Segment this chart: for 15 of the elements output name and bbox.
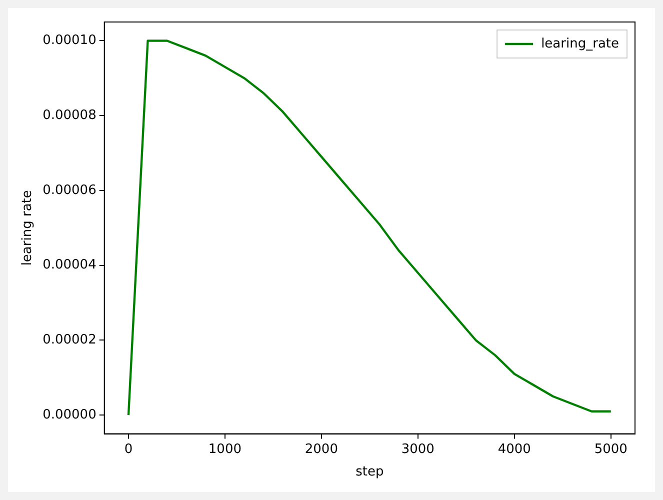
y-tick-label: 0.00000 [42, 407, 96, 422]
y-tick-label: 0.00010 [42, 33, 96, 48]
x-tick-label: 5000 [594, 442, 628, 457]
x-tick-label: 2000 [304, 442, 338, 457]
x-tick-label: 0 [124, 442, 133, 457]
x-tick-label: 4000 [498, 442, 531, 457]
y-tick-label: 0.00004 [42, 258, 96, 273]
y-tick-label: 0.00008 [42, 108, 96, 123]
x-axis-title: step [356, 464, 384, 480]
y-tick-label: 0.00002 [42, 332, 96, 348]
y-axis-title: learing rate [20, 190, 36, 266]
x-tick-label: 1000 [208, 442, 242, 457]
x-tick-label: 3000 [401, 442, 434, 457]
y-tick-label: 0.00006 [42, 182, 96, 198]
legend-label: learing_rate [541, 36, 620, 52]
